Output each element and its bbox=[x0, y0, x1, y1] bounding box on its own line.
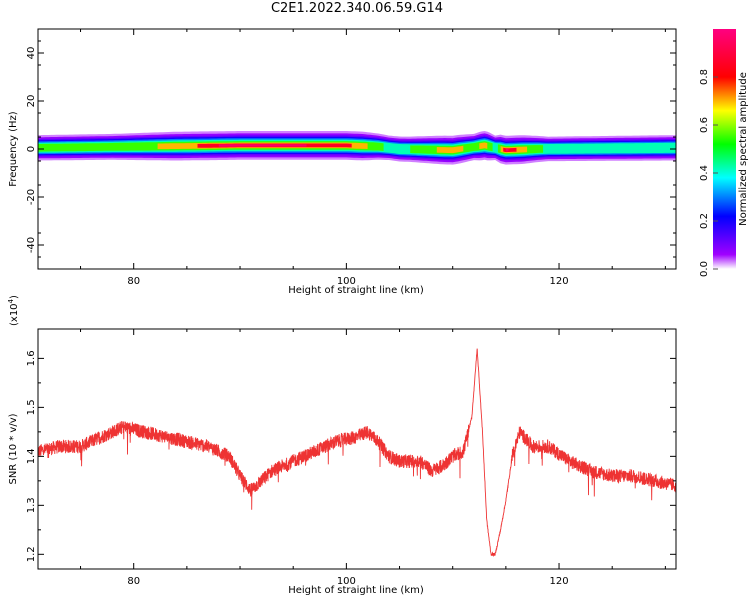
spectrogram-level-7 bbox=[436, 145, 464, 154]
spectrogram-x-label: Height of straight line (km) bbox=[288, 285, 424, 296]
spectrogram-level-8 bbox=[503, 147, 517, 153]
spectrogram-heatmap bbox=[38, 131, 676, 165]
chart-title: C2E1.2022.340.06.59.G14 bbox=[270, 1, 444, 16]
snr-x-tick-label: 80 bbox=[127, 576, 140, 587]
spectrogram-x-tick-label: 80 bbox=[127, 276, 140, 287]
spectrogram-y-tick-label: 20 bbox=[26, 95, 37, 108]
spectrogram-x-tick-label: 120 bbox=[549, 276, 568, 287]
snr-y-multiplier: (x104) bbox=[7, 295, 20, 326]
snr-panel: 80 100 120 1.2 1.3 1.4 1.5 1.6 Height of straig… bbox=[7, 295, 677, 596]
colorbar-tick-label: 0.4 bbox=[699, 165, 710, 181]
spectrogram-ticks: 80 100 120 40 20 0 -20 -40 bbox=[26, 29, 676, 287]
spectrogram-level-9 bbox=[218, 144, 307, 147]
colorbar-ticks: 0.0 0.2 0.4 0.6 0.8 bbox=[699, 69, 718, 277]
snr-y-tick-label: 1.6 bbox=[26, 350, 37, 366]
spectrogram-panel: 80 100 120 40 20 0 -20 -40 Height of straight l… bbox=[8, 28, 677, 296]
spectrogram-y-tick-label: 0 bbox=[26, 146, 37, 152]
snr-x-tick-label: 100 bbox=[337, 576, 356, 587]
snr-y-tick-label: 1.4 bbox=[26, 448, 37, 464]
snr-y-tick-label: 1.5 bbox=[26, 399, 37, 415]
snr-series-line bbox=[38, 348, 676, 557]
colorbar-gradient bbox=[713, 29, 736, 269]
spectrogram-y-tick-label: -40 bbox=[26, 237, 37, 253]
spectrogram-y-tick-label: -20 bbox=[26, 189, 37, 205]
colorbar-tick-label: 0.2 bbox=[699, 213, 710, 229]
spectrogram-level-9 bbox=[505, 148, 509, 152]
spectrogram-level-7 bbox=[479, 142, 488, 149]
snr-y-tick-label: 1.2 bbox=[26, 546, 37, 562]
snr-y-label: SNR (10 * v/v) bbox=[8, 413, 19, 484]
spectrogram-y-label: Frequency (Hz) bbox=[8, 111, 19, 187]
colorbar-tick-label: 0.0 bbox=[699, 261, 710, 277]
colorbar-tick-label: 0.6 bbox=[699, 117, 710, 133]
snr-x-label: Height of straight line (km) bbox=[288, 585, 424, 596]
colorbar: 0.0 0.2 0.4 0.6 0.8 Normalized spectral ampl… bbox=[699, 29, 749, 277]
spectrogram-x-tick-label: 100 bbox=[337, 276, 356, 287]
colorbar-tick-label: 0.8 bbox=[699, 69, 710, 85]
snr-x-tick-label: 120 bbox=[549, 576, 568, 587]
spectrogram-y-tick-label: 40 bbox=[26, 47, 37, 60]
colorbar-label: Normalized spectral amplitude bbox=[738, 72, 749, 226]
snr-frame bbox=[37, 328, 677, 570]
snr-ticks: 80 100 120 1.2 1.3 1.4 1.5 1.6 bbox=[26, 329, 676, 587]
snr-y-tick-label: 1.3 bbox=[26, 497, 37, 513]
